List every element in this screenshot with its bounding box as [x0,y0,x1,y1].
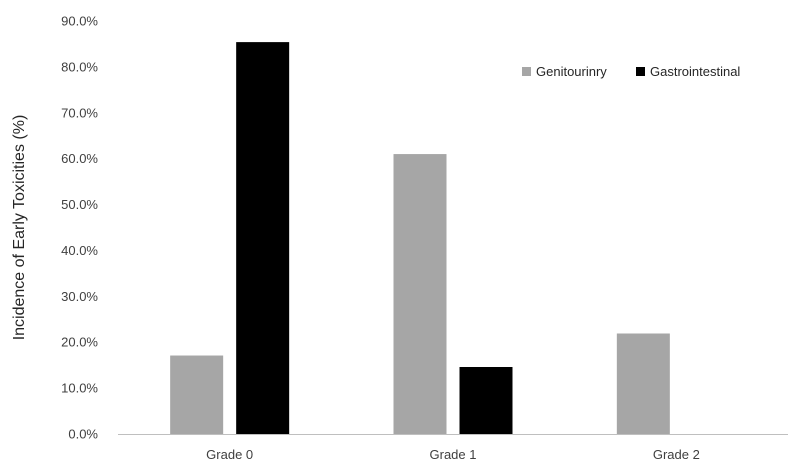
bar [459,367,513,434]
legend-swatch [636,67,645,76]
legend: Genitourinry Gastrointestinal [522,64,740,79]
x-tick-label: Grade 2 [653,447,700,462]
y-axis-ticks: 0.0% 10.0% 20.0% 30.0% 40.0% 50.0% 60.0% 70.0% 8… [61,14,98,442]
y-tick-label: 50.0% [61,197,98,212]
y-tick-label: 70.0% [61,105,98,120]
y-tick-label: 10.0% [61,381,98,396]
legend-swatch [522,67,531,76]
bars [170,42,670,435]
y-tick-label: 40.0% [61,243,98,258]
bar [616,333,670,434]
y-tick-label: 20.0% [61,335,98,350]
bar [236,42,290,435]
y-tick-label: 30.0% [61,289,98,304]
legend-label: Genitourinry [536,64,607,79]
y-axis-label: Incidence of Early Toxicities (%) [11,115,28,341]
bar [170,355,224,434]
x-tick-label: Grade 0 [206,447,253,462]
x-axis-ticks: Grade 0 Grade 1 Grade 2 [206,447,700,462]
legend-label: Gastrointestinal [650,64,740,79]
y-tick-label: 90.0% [61,14,98,29]
y-tick-label: 80.0% [61,59,98,74]
y-tick-label: 60.0% [61,151,98,166]
bar [393,154,447,435]
y-tick-label: 0.0% [68,427,98,442]
x-tick-label: Grade 1 [430,447,477,462]
